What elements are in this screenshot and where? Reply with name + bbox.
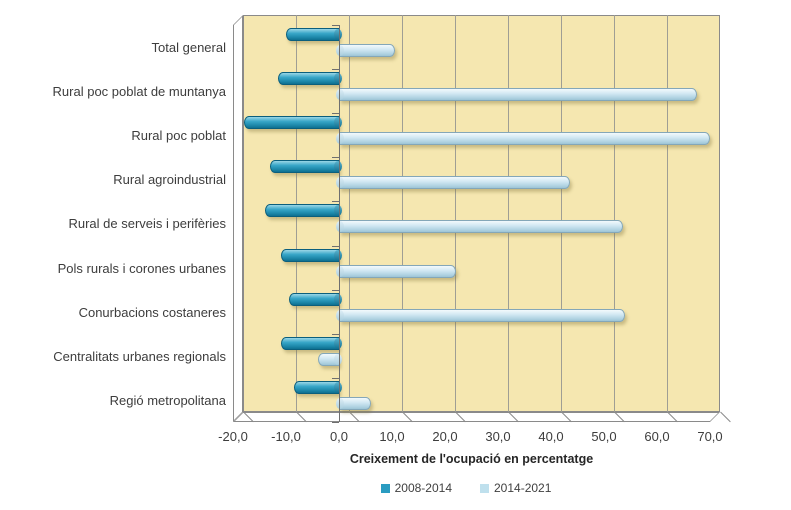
x-tick-label: 30,0 <box>485 429 511 444</box>
x-axis-title: Creixement de l'ocupació en percentatge <box>349 452 594 466</box>
category-axis-tick <box>332 25 339 26</box>
legend-swatch <box>380 484 390 493</box>
bar-axis-cap <box>336 177 344 189</box>
category-axis-tick <box>332 245 339 247</box>
gridline <box>401 15 403 412</box>
bar-axis-cap <box>333 337 342 349</box>
bar-axis-cap <box>333 381 342 393</box>
category-axis-tick <box>332 289 339 291</box>
category-label: Pols rurals i corones urbanes <box>57 260 226 276</box>
category-axis-tick <box>332 201 339 203</box>
x-tick-label: -10,0 <box>271 429 301 444</box>
category-axis-tick <box>332 157 339 159</box>
category-label: Rural de serveis i perifèries <box>68 216 226 232</box>
bar-2008-2014-2 <box>278 72 342 86</box>
bar-2014-2021-8 <box>317 352 342 366</box>
bar-2014-2021-7 <box>336 308 626 322</box>
bar-2014-2021-3 <box>336 132 710 146</box>
category-axis-tick <box>332 377 339 379</box>
bar-axis-cap <box>333 293 342 305</box>
bar-2014-2021-1 <box>336 44 395 57</box>
legend-item: 2014-2021 <box>480 481 551 495</box>
bar-axis-cap <box>336 265 344 277</box>
bar-axis-cap <box>336 89 344 101</box>
x-tick-label: 10,0 <box>379 429 405 444</box>
x-axis-tick <box>719 411 731 423</box>
bar-axis-cap <box>336 309 344 321</box>
category-label: Rural agroindustrial <box>113 172 226 188</box>
bar-axis-cap <box>333 205 342 217</box>
category-label: Regió metropolitana <box>109 392 226 408</box>
category-label: Centralitats urbanes regionals <box>53 348 226 364</box>
legend-item: 2008-2014 <box>380 481 452 495</box>
gridline <box>666 15 668 412</box>
category-label: Conurbacions costaneres <box>78 304 226 320</box>
bar-2008-2014-6 <box>280 248 342 262</box>
bar-axis-cap <box>336 221 344 233</box>
bar-axis-cap <box>334 29 342 40</box>
category-axis-tick <box>332 113 339 115</box>
gridline <box>454 15 456 412</box>
x-tick-label: 60,0 <box>644 429 670 444</box>
legend-label: 2008-2014 <box>394 481 452 495</box>
bar-axis-cap <box>336 45 344 56</box>
category-label: Rural poc poblat <box>131 128 226 144</box>
gridline <box>613 15 615 412</box>
x-tick-label: 70,0 <box>697 429 723 444</box>
bar-2014-2021-5 <box>336 220 623 234</box>
bar-axis-cap <box>336 133 344 145</box>
legend: 2008-2014 2014-2021 <box>142 481 790 495</box>
gridline <box>560 15 562 412</box>
bar-2008-2014-3 <box>243 116 342 130</box>
bar-axis-cap <box>333 249 342 261</box>
category-axis-tick <box>332 69 339 71</box>
bar-2008-2014-1 <box>286 28 342 41</box>
bar-axis-cap <box>333 353 342 365</box>
x-tick-label: 20,0 <box>432 429 458 444</box>
bar-axis-cap <box>333 117 342 129</box>
x-tick-label: -20,0 <box>218 429 248 444</box>
bar-2008-2014-7 <box>288 292 342 306</box>
bar-2008-2014-9 <box>293 380 342 394</box>
bar-2008-2014-5 <box>264 204 342 218</box>
x-tick-label: 40,0 <box>538 429 564 444</box>
gridline <box>348 15 350 412</box>
wall-side-face <box>233 15 243 422</box>
category-label: Total general <box>151 40 226 55</box>
legend-label: 2014-2021 <box>494 481 552 495</box>
bar-2014-2021-6 <box>336 264 456 278</box>
bar-2008-2014-8 <box>280 336 342 350</box>
bar-2008-2014-4 <box>270 160 342 174</box>
bar-2014-2021-2 <box>336 88 697 102</box>
bar-2014-2021-4 <box>336 176 570 190</box>
x-tick-label: 0,0 <box>329 429 349 444</box>
category-axis-tick <box>332 422 339 423</box>
x-tick-label: 50,0 <box>591 429 617 444</box>
value-axis-line <box>338 25 340 422</box>
gridline <box>507 15 509 412</box>
bar-axis-cap <box>336 397 344 409</box>
bar-axis-cap <box>333 73 342 85</box>
category-label: Rural poc poblat de muntanya <box>52 84 226 100</box>
category-axis-tick <box>332 333 339 335</box>
bar-2014-2021-9 <box>336 396 371 410</box>
bar-axis-cap <box>333 161 342 173</box>
legend-swatch <box>480 484 489 493</box>
